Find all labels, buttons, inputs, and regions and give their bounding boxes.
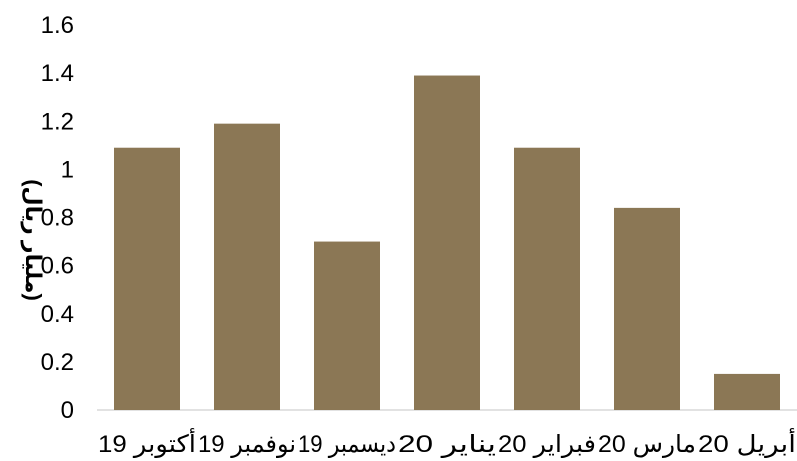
y-axis-label: (مليار ريال) bbox=[21, 179, 46, 301]
bar bbox=[414, 75, 480, 410]
bar bbox=[214, 123, 280, 410]
bar bbox=[114, 147, 180, 410]
bar bbox=[514, 147, 580, 410]
y-tick-label: 0.8 bbox=[41, 205, 74, 232]
x-tick-label: يناير 20 bbox=[398, 431, 496, 458]
bar bbox=[614, 207, 680, 410]
y-tick-label: 0.4 bbox=[41, 301, 74, 328]
y-tick-label: 1.6 bbox=[41, 12, 74, 39]
x-tick-label: مارس 20 bbox=[598, 431, 696, 458]
x-tick-label: فبراير 20 bbox=[498, 431, 596, 458]
bars bbox=[114, 75, 780, 410]
y-tick-label: 1 bbox=[61, 156, 74, 183]
x-tick-label: ديسمبر 19 bbox=[298, 431, 396, 458]
y-tick-label: 0.2 bbox=[41, 349, 74, 376]
bar bbox=[314, 241, 380, 410]
x-tick-label: نوفمبر 19 bbox=[198, 431, 296, 458]
y-tick-label: 0 bbox=[61, 397, 74, 424]
y-axis-ticks: 0 0.2 0.4 0.6 0.8 1 1.2 1.4 1.6 bbox=[41, 12, 74, 424]
x-tick-label: أكتوبر 19 bbox=[98, 428, 196, 458]
x-tick-label: أبريل 20 bbox=[698, 428, 796, 458]
bar bbox=[714, 373, 780, 410]
y-tick-label: 1.4 bbox=[41, 60, 74, 87]
y-tick-label: 1.2 bbox=[41, 108, 74, 135]
y-tick-label: 0.6 bbox=[41, 253, 74, 280]
